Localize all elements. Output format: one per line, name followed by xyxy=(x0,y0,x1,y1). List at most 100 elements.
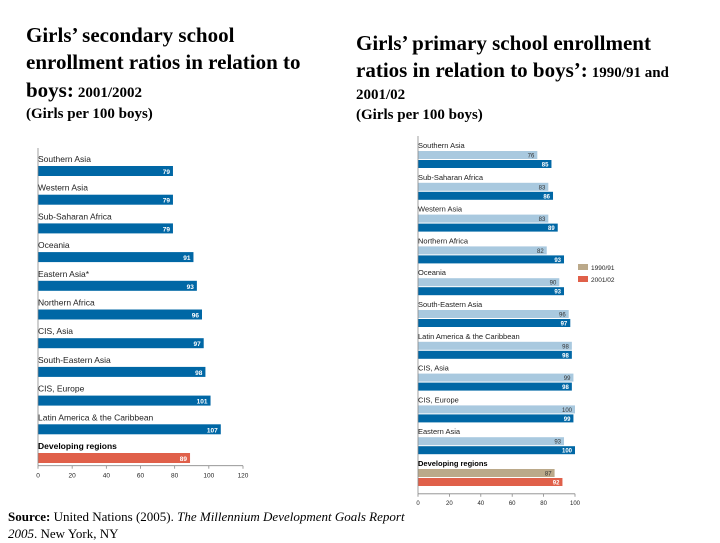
bar-value-2001-south-eastern-asia: 97 xyxy=(561,322,568,328)
source-text-post: . New York, NY xyxy=(34,525,119,541)
bar-2001-northern-africa xyxy=(418,255,565,264)
bar-value-developing-regions: 89 xyxy=(180,456,188,463)
x-tick-label-100: 100 xyxy=(570,501,581,507)
legend-label-2001: 2001/02 xyxy=(591,277,615,284)
bar-value-1990-southern-asia: 76 xyxy=(528,154,535,160)
bar-cis-asia xyxy=(38,338,204,349)
source-text: United Nations (2005). xyxy=(53,509,174,524)
source-note: Source: United Nations (2005). The Mille… xyxy=(8,509,408,543)
category-label-southern-asia: Southern Asia xyxy=(38,154,91,164)
category-label-northern-africa: Northern Africa xyxy=(38,298,95,308)
category-label-latin-america-the-caribbean: Latin America & the Caribbean xyxy=(38,412,154,422)
bar-value-2001-southern-asia: 85 xyxy=(542,163,549,169)
category-label-western-asia: Western Asia xyxy=(38,183,88,193)
left-title-sub: (Girls per 100 boys) xyxy=(26,105,153,122)
x-tick-label-20: 20 xyxy=(69,473,77,480)
bar-value-1990-south-eastern-asia: 96 xyxy=(559,313,566,319)
bar-2001-western-asia xyxy=(418,223,558,232)
bar-1990-cis-europe xyxy=(418,405,575,414)
bar-value-2001-western-asia: 89 xyxy=(548,226,555,232)
category-label-cis-asia: CIS, Asia xyxy=(418,364,450,373)
bar-value-sub-saharan-africa: 79 xyxy=(163,226,171,233)
bar-developing-regions xyxy=(38,453,191,463)
bar-2001-eastern-asia xyxy=(418,446,575,455)
bar-value-2001-eastern-asia: 100 xyxy=(562,449,573,455)
category-label-south-eastern-asia: South-Eastern Asia xyxy=(38,355,111,365)
bar-value-1990-eastern-asia: 93 xyxy=(554,440,561,446)
source-title: The Millennium Development Goals Report … xyxy=(8,509,405,541)
bar-value-1990-cis-europe: 100 xyxy=(562,408,573,414)
bar-2001-cis-europe xyxy=(418,414,574,423)
category-label-developing-regions: Developing regions xyxy=(38,441,117,451)
category-label-western-asia: Western Asia xyxy=(418,205,463,214)
right-title-years: 1990/91 and 2001/02 xyxy=(356,65,669,103)
bar-value-1990-oceania: 90 xyxy=(550,281,557,287)
legend-swatch-1990 xyxy=(578,264,588,270)
bar-value-southern-asia: 79 xyxy=(163,169,171,176)
right-chart-title: Girls’ primary school enrollment ratios … xyxy=(356,30,686,126)
bar-value-2001-developing-regions: 92 xyxy=(553,481,560,487)
bar-1990-eastern-asia xyxy=(418,437,565,446)
x-tick-label-40: 40 xyxy=(477,501,484,507)
category-label-southern-asia: Southern Asia xyxy=(418,141,466,150)
x-tick-label-60: 60 xyxy=(137,473,145,480)
bar-2001-southern-asia xyxy=(418,160,552,168)
left-title-years: 2001/2002 xyxy=(77,84,143,101)
x-tick-label-80: 80 xyxy=(171,473,179,480)
category-label-eastern-asia: Eastern Asia* xyxy=(38,269,90,279)
bar-value-oceania: 91 xyxy=(183,255,191,262)
bar-latin-america-the-caribbean xyxy=(38,424,221,435)
bar-value-2001-cis-europe: 99 xyxy=(564,417,571,423)
category-label-cis-europe: CIS, Europe xyxy=(418,395,459,404)
bar-1990-western-asia xyxy=(418,214,549,223)
bar-value-1990-western-asia: 83 xyxy=(539,217,546,223)
x-tick-label-40: 40 xyxy=(103,473,111,480)
right-title-main: Girls’ primary school enrollment ratios … xyxy=(356,31,651,83)
bar-1990-oceania xyxy=(418,278,560,287)
legend-swatch-2001 xyxy=(578,276,588,282)
bar-2001-south-eastern-asia xyxy=(418,319,571,327)
bar-1990-south-eastern-asia xyxy=(418,310,569,318)
bar-value-2001-sub-saharan-africa: 86 xyxy=(543,194,550,200)
x-tick-label-0: 0 xyxy=(36,473,40,480)
bar-2001-sub-saharan-africa xyxy=(418,191,554,200)
category-label-sub-saharan-africa: Sub-Saharan Africa xyxy=(418,173,484,182)
bar-2001-cis-asia xyxy=(418,382,572,391)
category-label-northern-africa: Northern Africa xyxy=(418,236,469,245)
left-chart-title: Girls’ secondary school enrollment ratio… xyxy=(26,22,326,125)
bar-value-northern-africa: 96 xyxy=(192,313,200,320)
bar-value-1990-northern-africa: 82 xyxy=(537,249,544,255)
bar-northern-africa xyxy=(38,309,202,320)
category-label-sub-saharan-africa: Sub-Saharan Africa xyxy=(38,211,112,221)
bar-value-2001-oceania: 93 xyxy=(554,290,561,296)
category-label-cis-asia: CIS, Asia xyxy=(38,326,73,336)
category-label-south-eastern-asia: South-Eastern Asia xyxy=(418,300,483,309)
x-tick-label-120: 120 xyxy=(238,473,249,480)
right-title-sub: (Girls per 100 boys) xyxy=(356,107,483,124)
category-label-eastern-asia: Eastern Asia xyxy=(418,427,461,436)
bar-value-latin-america-the-caribbean: 107 xyxy=(207,427,218,434)
bar-value-2001-latin-america-the-caribbean: 98 xyxy=(562,353,569,359)
bar-2001-oceania xyxy=(418,287,565,296)
bar-western-asia xyxy=(38,194,173,205)
bar-value-1990-latin-america-the-caribbean: 98 xyxy=(562,344,569,350)
x-tick-label-80: 80 xyxy=(540,501,547,507)
bar-2001-latin-america-the-caribbean xyxy=(418,350,572,359)
bar-1990-northern-africa xyxy=(418,246,547,255)
bar-southern-asia xyxy=(38,166,173,176)
bar-value-south-eastern-asia: 98 xyxy=(195,370,203,377)
category-label-oceania: Oceania xyxy=(38,240,70,250)
category-label-cis-europe: CIS, Europe xyxy=(38,384,85,394)
bar-south-eastern-asia xyxy=(38,366,206,377)
left-title-main: Girls’ secondary school enrollment ratio… xyxy=(26,23,301,102)
bar-value-1990-cis-asia: 99 xyxy=(564,376,571,382)
bar-1990-cis-asia xyxy=(418,373,574,382)
bar-value-eastern-asia: 93 xyxy=(187,284,195,291)
x-tick-label-20: 20 xyxy=(446,501,453,507)
bar-value-1990-sub-saharan-africa: 83 xyxy=(539,185,546,191)
source-label: Source: xyxy=(8,509,51,524)
legend-label-1990: 1990/91 xyxy=(591,265,615,272)
bar-1990-developing-regions xyxy=(418,469,555,477)
category-label-latin-america-the-caribbean: Latin America & the Caribbean xyxy=(418,332,520,341)
bar-value-2001-cis-asia: 98 xyxy=(562,385,569,391)
